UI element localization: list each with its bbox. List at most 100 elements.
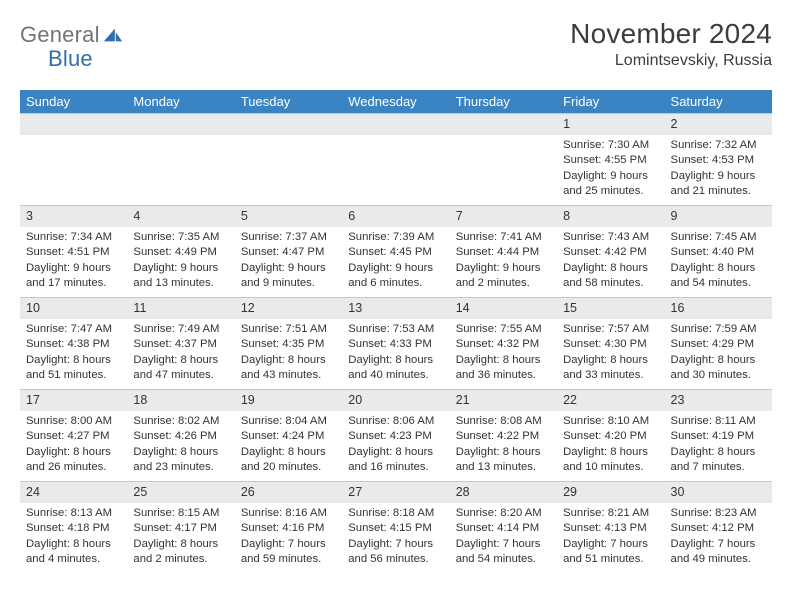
daylight-text: Daylight: 9 hours and 25 minutes. <box>563 169 658 200</box>
sunset-text: Sunset: 4:12 PM <box>671 521 766 536</box>
daylight-text: Daylight: 7 hours and 54 minutes. <box>456 537 551 568</box>
weekday-header: Wednesday <box>342 90 449 113</box>
calendar-cell: 8Sunrise: 7:43 AMSunset: 4:42 PMDaylight… <box>557 205 664 297</box>
daylight-text: Daylight: 7 hours and 49 minutes. <box>671 537 766 568</box>
daylight-text: Daylight: 7 hours and 51 minutes. <box>563 537 658 568</box>
day-number <box>235 114 342 135</box>
calendar-cell: 13Sunrise: 7:53 AMSunset: 4:33 PMDayligh… <box>342 297 449 389</box>
sunrise-text: Sunrise: 8:08 AM <box>456 414 551 429</box>
day-number: 23 <box>665 390 772 411</box>
brand-text-1: General <box>20 22 100 48</box>
calendar-cell: 10Sunrise: 7:47 AMSunset: 4:38 PMDayligh… <box>20 297 127 389</box>
day-number: 4 <box>127 206 234 227</box>
day-number: 24 <box>20 482 127 503</box>
day-body: Sunrise: 8:21 AMSunset: 4:13 PMDaylight:… <box>557 503 664 573</box>
sunrise-text: Sunrise: 7:45 AM <box>671 230 766 245</box>
sunset-text: Sunset: 4:32 PM <box>456 337 551 352</box>
daylight-text: Daylight: 8 hours and 51 minutes. <box>26 353 121 384</box>
day-body: Sunrise: 8:18 AMSunset: 4:15 PMDaylight:… <box>342 503 449 573</box>
daylight-text: Daylight: 8 hours and 33 minutes. <box>563 353 658 384</box>
calendar-week: 3Sunrise: 7:34 AMSunset: 4:51 PMDaylight… <box>20 205 772 297</box>
calendar-cell <box>235 113 342 205</box>
daylight-text: Daylight: 8 hours and 47 minutes. <box>133 353 228 384</box>
day-number: 15 <box>557 298 664 319</box>
day-number: 18 <box>127 390 234 411</box>
day-number: 20 <box>342 390 449 411</box>
sunrise-text: Sunrise: 7:53 AM <box>348 322 443 337</box>
sunrise-text: Sunrise: 7:30 AM <box>563 138 658 153</box>
day-number: 30 <box>665 482 772 503</box>
sunrise-text: Sunrise: 7:37 AM <box>241 230 336 245</box>
calendar-cell: 27Sunrise: 8:18 AMSunset: 4:15 PMDayligh… <box>342 481 449 573</box>
day-number <box>450 114 557 135</box>
weekday-header: Monday <box>127 90 234 113</box>
day-number: 21 <box>450 390 557 411</box>
daylight-text: Daylight: 9 hours and 21 minutes. <box>671 169 766 200</box>
day-number: 16 <box>665 298 772 319</box>
day-body: Sunrise: 7:37 AMSunset: 4:47 PMDaylight:… <box>235 227 342 297</box>
calendar-cell <box>20 113 127 205</box>
calendar-cell: 30Sunrise: 8:23 AMSunset: 4:12 PMDayligh… <box>665 481 772 573</box>
day-number: 1 <box>557 114 664 135</box>
daylight-text: Daylight: 8 hours and 30 minutes. <box>671 353 766 384</box>
day-body: Sunrise: 7:55 AMSunset: 4:32 PMDaylight:… <box>450 319 557 389</box>
brand-logo: General <box>20 18 124 48</box>
sunset-text: Sunset: 4:37 PM <box>133 337 228 352</box>
day-body <box>450 135 557 197</box>
calendar-cell: 23Sunrise: 8:11 AMSunset: 4:19 PMDayligh… <box>665 389 772 481</box>
sunrise-text: Sunrise: 7:51 AM <box>241 322 336 337</box>
day-body: Sunrise: 7:41 AMSunset: 4:44 PMDaylight:… <box>450 227 557 297</box>
calendar-cell: 20Sunrise: 8:06 AMSunset: 4:23 PMDayligh… <box>342 389 449 481</box>
sunrise-text: Sunrise: 8:18 AM <box>348 506 443 521</box>
calendar-cell: 6Sunrise: 7:39 AMSunset: 4:45 PMDaylight… <box>342 205 449 297</box>
sunrise-text: Sunrise: 8:20 AM <box>456 506 551 521</box>
calendar-cell <box>450 113 557 205</box>
day-number: 19 <box>235 390 342 411</box>
sunset-text: Sunset: 4:51 PM <box>26 245 121 260</box>
day-body: Sunrise: 7:59 AMSunset: 4:29 PMDaylight:… <box>665 319 772 389</box>
sunset-text: Sunset: 4:14 PM <box>456 521 551 536</box>
sunrise-text: Sunrise: 8:16 AM <box>241 506 336 521</box>
calendar-cell: 18Sunrise: 8:02 AMSunset: 4:26 PMDayligh… <box>127 389 234 481</box>
day-number: 10 <box>20 298 127 319</box>
calendar-cell: 28Sunrise: 8:20 AMSunset: 4:14 PMDayligh… <box>450 481 557 573</box>
sunset-text: Sunset: 4:49 PM <box>133 245 228 260</box>
sunset-text: Sunset: 4:44 PM <box>456 245 551 260</box>
calendar-cell: 22Sunrise: 8:10 AMSunset: 4:20 PMDayligh… <box>557 389 664 481</box>
daylight-text: Daylight: 8 hours and 16 minutes. <box>348 445 443 476</box>
sunset-text: Sunset: 4:22 PM <box>456 429 551 444</box>
day-body: Sunrise: 7:47 AMSunset: 4:38 PMDaylight:… <box>20 319 127 389</box>
weekday-row: SundayMondayTuesdayWednesdayThursdayFrid… <box>20 90 772 113</box>
calendar-cell: 4Sunrise: 7:35 AMSunset: 4:49 PMDaylight… <box>127 205 234 297</box>
day-number: 17 <box>20 390 127 411</box>
calendar-head: SundayMondayTuesdayWednesdayThursdayFrid… <box>20 90 772 113</box>
day-body: Sunrise: 7:49 AMSunset: 4:37 PMDaylight:… <box>127 319 234 389</box>
day-body: Sunrise: 7:43 AMSunset: 4:42 PMDaylight:… <box>557 227 664 297</box>
day-body: Sunrise: 8:11 AMSunset: 4:19 PMDaylight:… <box>665 411 772 481</box>
calendar-week: 1Sunrise: 7:30 AMSunset: 4:55 PMDaylight… <box>20 113 772 205</box>
sunset-text: Sunset: 4:45 PM <box>348 245 443 260</box>
sunrise-text: Sunrise: 8:23 AM <box>671 506 766 521</box>
calendar-cell: 2Sunrise: 7:32 AMSunset: 4:53 PMDaylight… <box>665 113 772 205</box>
day-body: Sunrise: 7:35 AMSunset: 4:49 PMDaylight:… <box>127 227 234 297</box>
sunset-text: Sunset: 4:53 PM <box>671 153 766 168</box>
day-number: 12 <box>235 298 342 319</box>
day-body: Sunrise: 7:39 AMSunset: 4:45 PMDaylight:… <box>342 227 449 297</box>
weekday-header: Tuesday <box>235 90 342 113</box>
daylight-text: Daylight: 9 hours and 6 minutes. <box>348 261 443 292</box>
day-body: Sunrise: 8:23 AMSunset: 4:12 PMDaylight:… <box>665 503 772 573</box>
sunset-text: Sunset: 4:18 PM <box>26 521 121 536</box>
sunrise-text: Sunrise: 8:11 AM <box>671 414 766 429</box>
calendar-week: 24Sunrise: 8:13 AMSunset: 4:18 PMDayligh… <box>20 481 772 573</box>
day-number <box>127 114 234 135</box>
calendar-cell: 12Sunrise: 7:51 AMSunset: 4:35 PMDayligh… <box>235 297 342 389</box>
day-number <box>20 114 127 135</box>
daylight-text: Daylight: 8 hours and 23 minutes. <box>133 445 228 476</box>
day-number: 27 <box>342 482 449 503</box>
sunrise-text: Sunrise: 7:34 AM <box>26 230 121 245</box>
calendar-cell: 5Sunrise: 7:37 AMSunset: 4:47 PMDaylight… <box>235 205 342 297</box>
day-number: 25 <box>127 482 234 503</box>
sunset-text: Sunset: 4:40 PM <box>671 245 766 260</box>
sail-icon <box>102 26 124 44</box>
sunset-text: Sunset: 4:20 PM <box>563 429 658 444</box>
